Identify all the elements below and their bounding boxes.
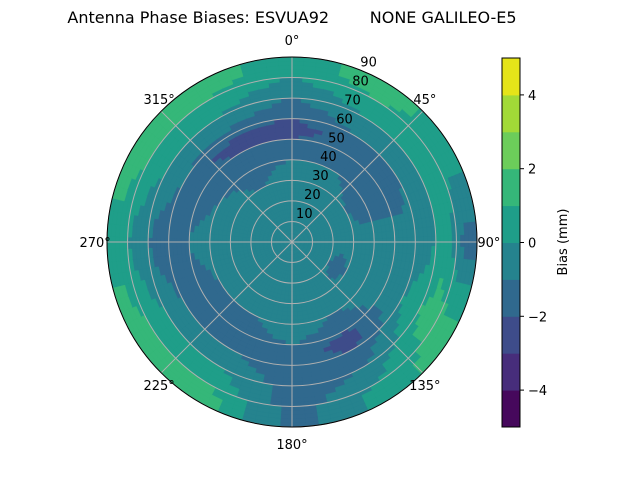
colorbar-level <box>502 353 520 390</box>
chart-title: Antenna Phase Biases: ESVUA92 NONE GALIL… <box>67 8 516 27</box>
theta-tick-label: 45° <box>413 93 436 108</box>
r-tick-label: 90 <box>360 56 377 71</box>
r-tick-label: 70 <box>344 93 361 108</box>
theta-tick-label: 180° <box>276 438 307 453</box>
colorbar-level <box>502 390 520 427</box>
colorbar-level <box>502 279 520 316</box>
theta-tick-label: 90° <box>477 236 500 251</box>
r-tick-label: 60 <box>336 112 353 127</box>
colorbar-level <box>502 169 520 206</box>
r-tick-label: 20 <box>304 188 321 203</box>
colorbar-tick-label: 0 <box>528 237 536 252</box>
colorbar-level <box>502 95 520 132</box>
theta-tick-label: 315° <box>143 93 174 108</box>
polar-grid <box>107 57 477 427</box>
colorbar-level <box>502 58 520 95</box>
colorbar: 4 2 0 −2 −4 Bias (mm) <box>500 56 571 429</box>
theta-tick-label: 135° <box>409 379 440 394</box>
colorbar-label: Bias (mm) <box>556 209 571 276</box>
r-tick-label: 80 <box>352 75 369 90</box>
theta-tick-label: 270° <box>79 236 110 251</box>
colorbar-tick-label: 2 <box>528 163 536 178</box>
colorbar-tick-label: −4 <box>528 384 547 399</box>
theta-tick-label: 225° <box>143 379 174 394</box>
colorbar-level <box>502 206 520 243</box>
r-tick-label: 10 <box>296 207 313 222</box>
colorbar-level <box>502 132 520 169</box>
r-tick-label: 40 <box>320 150 337 165</box>
colorbar-tick-label: 4 <box>528 89 536 104</box>
r-tick-label: 50 <box>328 131 345 146</box>
colorbar-tick-label: −2 <box>528 310 547 325</box>
colorbar-level <box>502 243 520 280</box>
r-tick-label: 30 <box>312 169 329 184</box>
theta-tick-label: 0° <box>285 34 300 49</box>
colorbar-level <box>502 316 520 353</box>
